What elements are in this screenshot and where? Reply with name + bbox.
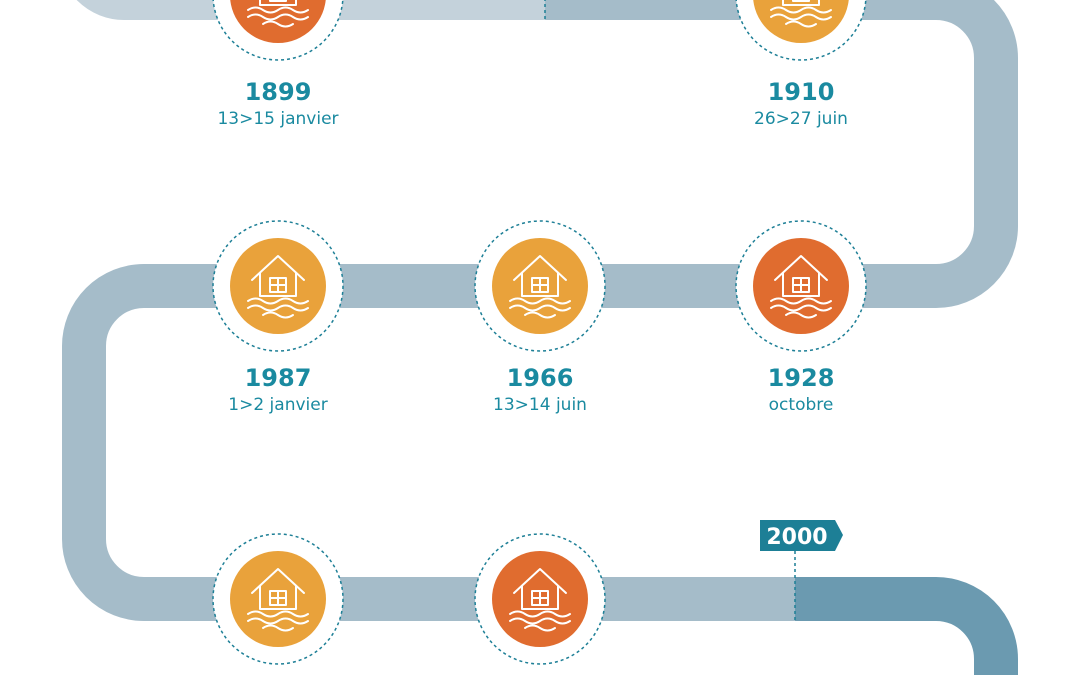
road-future: [795, 577, 1018, 675]
event-circles: [212, 0, 867, 665]
event-date: 13>14 juin: [493, 395, 587, 415]
event-year: 1987: [245, 364, 312, 392]
marker-flag: [760, 520, 843, 551]
marker-label: 2000: [766, 525, 827, 550]
event-date: 26>27 juin: [754, 109, 848, 129]
event-year: 1966: [507, 364, 574, 392]
event-year: 1899: [245, 78, 312, 106]
event-year: 1910: [768, 78, 835, 106]
event-date: octobre: [769, 395, 834, 415]
event-date: 1>2 janvier: [228, 395, 327, 415]
event-date: 13>15 janvier: [217, 109, 338, 129]
event-year: 1928: [768, 364, 835, 392]
event-circle: [230, 0, 326, 43]
event-circle: [753, 0, 849, 43]
